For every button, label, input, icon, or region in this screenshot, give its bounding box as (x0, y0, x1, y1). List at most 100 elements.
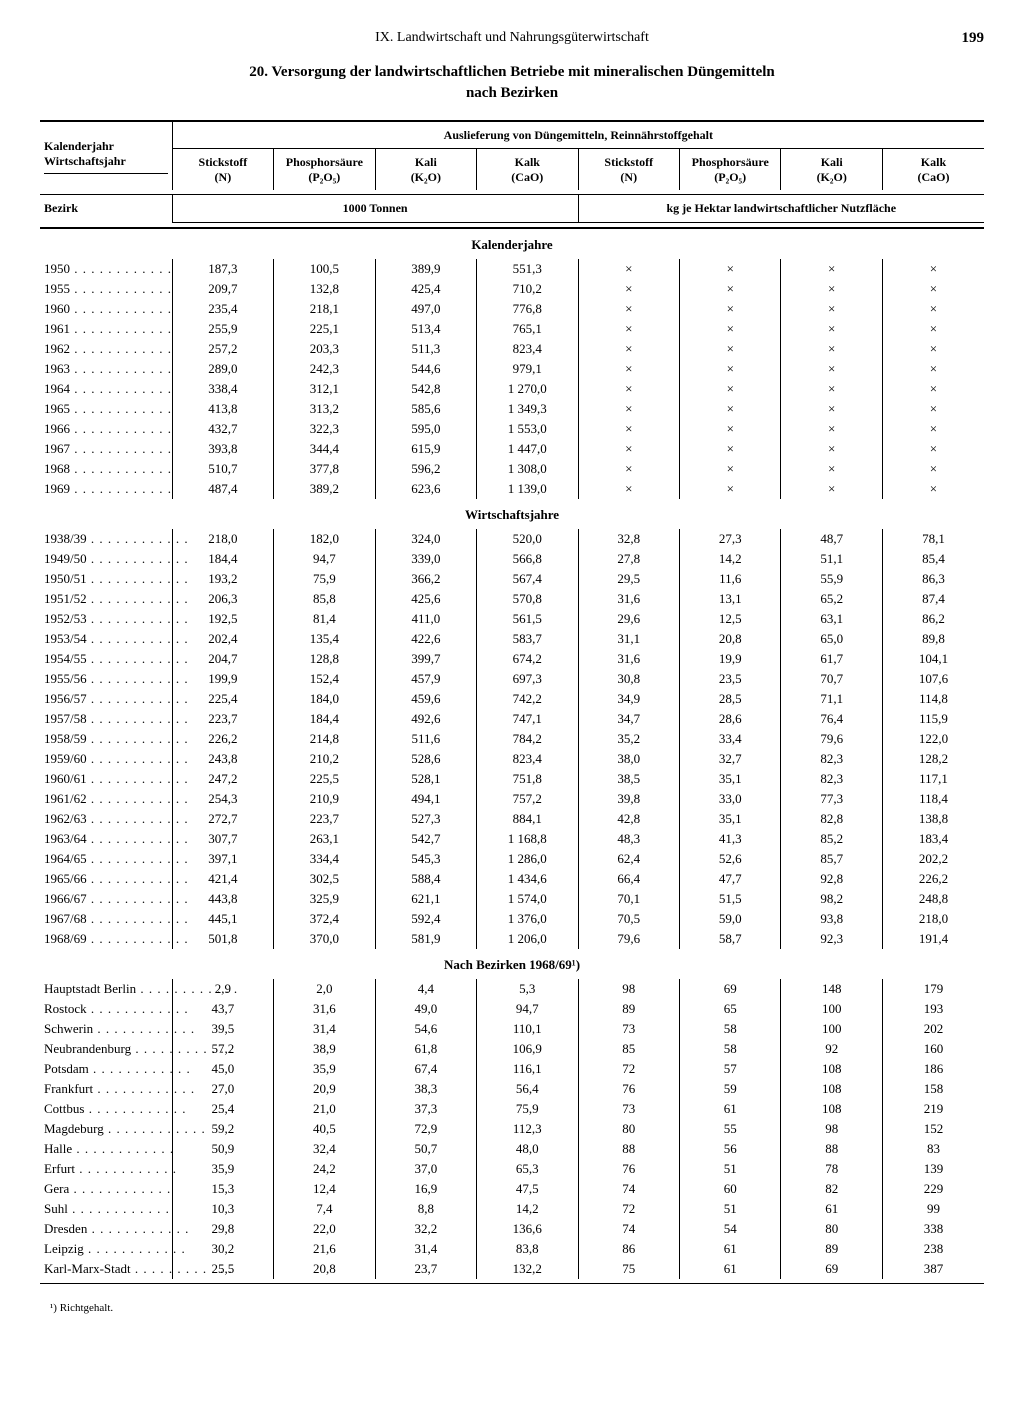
row-label: 1964 (40, 379, 172, 399)
cell: 65,0 (781, 629, 882, 649)
cell: 160 (882, 1039, 984, 1059)
cell: 85,8 (274, 589, 375, 609)
cell: 747,1 (477, 709, 578, 729)
cell: 393,8 (172, 439, 273, 459)
cell: 528,1 (375, 769, 476, 789)
row-label: 1960 (40, 299, 172, 319)
row-label: 1958/59 (40, 729, 172, 749)
table-row: 1964/65397,1334,4545,31 286,062,452,685,… (40, 849, 984, 869)
cell: 67,4 (375, 1059, 476, 1079)
cell: 21,0 (274, 1099, 375, 1119)
cell: × (882, 299, 984, 319)
cell: × (680, 319, 781, 339)
table-row: 1964338,4312,1542,81 270,0×××× (40, 379, 984, 399)
cell: 219 (882, 1099, 984, 1119)
row-label: 1938/39 (40, 529, 172, 549)
row-label: 1956/57 (40, 689, 172, 709)
header-left-2: Wirtschaftsjahr (44, 154, 168, 174)
cell: 193 (882, 999, 984, 1019)
cell: 85,7 (781, 849, 882, 869)
cell: × (781, 399, 882, 419)
cell: 567,4 (477, 569, 578, 589)
cell: 56 (680, 1139, 781, 1159)
row-label: Dresden (40, 1219, 172, 1239)
cell: 136,6 (477, 1219, 578, 1239)
table-row: Potsdam45,035,967,4116,17257108186 (40, 1059, 984, 1079)
cell: 78 (781, 1159, 882, 1179)
cell: 88 (578, 1139, 679, 1159)
table-row: 1967/68445,1372,4592,41 376,070,559,093,… (40, 909, 984, 929)
cell: 592,4 (375, 909, 476, 929)
cell: 100 (781, 1019, 882, 1039)
footnote: ¹) Richtgehalt. (40, 1302, 984, 1314)
row-label: Potsdam (40, 1059, 172, 1079)
cell: 31,4 (375, 1239, 476, 1259)
cell: × (578, 359, 679, 379)
cell: 203,3 (274, 339, 375, 359)
cell: 366,2 (375, 569, 476, 589)
cell: 581,9 (375, 929, 476, 949)
cell: 38,9 (274, 1039, 375, 1059)
cell: 114,8 (882, 689, 984, 709)
row-label: 1952/53 (40, 609, 172, 629)
col-head-4: Kalk(CaO) (477, 149, 578, 190)
table-row: 1956/57225,4184,0459,6742,234,928,571,11… (40, 689, 984, 709)
cell: 497,0 (375, 299, 476, 319)
cell: 765,1 (477, 319, 578, 339)
cell: 487,4 (172, 479, 273, 499)
cell: 31,6 (578, 649, 679, 669)
cell: 92,3 (781, 929, 882, 949)
cell: 528,6 (375, 749, 476, 769)
cell: 75,9 (477, 1099, 578, 1119)
col-head-8: Kalk(CaO) (882, 149, 984, 190)
cell: 209,7 (172, 279, 273, 299)
cell: 38,3 (375, 1079, 476, 1099)
cell: 86 (578, 1239, 679, 1259)
section-heading: Kalenderjahre (40, 228, 984, 259)
cell: 135,4 (274, 629, 375, 649)
cell: 72 (578, 1059, 679, 1079)
cell: 313,2 (274, 399, 375, 419)
header-left-3: Bezirk (40, 195, 172, 222)
cell: 30,8 (578, 669, 679, 689)
cell: × (781, 259, 882, 279)
cell: 520,0 (477, 529, 578, 549)
table-row: 1966432,7322,3595,01 553,0×××× (40, 419, 984, 439)
col-head-6: Phosphorsäure(P₂O₅) (680, 149, 781, 190)
cell: × (882, 359, 984, 379)
row-label: 1969 (40, 479, 172, 499)
cell: × (781, 479, 882, 499)
header-spanning: Auslieferung von Düngemitteln, Reinnährs… (172, 121, 984, 149)
cell: 92,8 (781, 869, 882, 889)
table-row: Suhl10,37,48,814,272516199 (40, 1199, 984, 1219)
cell: 551,3 (477, 259, 578, 279)
cell: 115,9 (882, 709, 984, 729)
table-row: 1962257,2203,3511,3823,4×××× (40, 339, 984, 359)
cell: 72,9 (375, 1119, 476, 1139)
table-row: 1967393,8344,4615,91 447,0×××× (40, 439, 984, 459)
cell: 1 574,0 (477, 889, 578, 909)
cell: 89 (781, 1239, 882, 1259)
cell: 35,2 (578, 729, 679, 749)
row-label: Neubrandenburg (40, 1039, 172, 1059)
cell: 31,6 (274, 999, 375, 1019)
cell: 339,0 (375, 549, 476, 569)
cell: 86,2 (882, 609, 984, 629)
cell: × (781, 299, 882, 319)
cell: 674,2 (477, 649, 578, 669)
cell: 187,3 (172, 259, 273, 279)
cell: × (578, 279, 679, 299)
section-heading: Nach Bezirken 1968/69¹) (40, 949, 984, 979)
row-label: Rostock (40, 999, 172, 1019)
cell: 85,2 (781, 829, 882, 849)
table-row: 1955/56199,9152,4457,9697,330,823,570,71… (40, 669, 984, 689)
cell: 70,7 (781, 669, 882, 689)
cell: 494,1 (375, 789, 476, 809)
table-row: Erfurt35,924,237,065,3765178139 (40, 1159, 984, 1179)
cell: 585,6 (375, 399, 476, 419)
table-title: 20. Versorgung der landwirtschaftlichen … (40, 64, 984, 81)
col-head-1: Stickstoff(N) (172, 149, 273, 190)
cell: 1 270,0 (477, 379, 578, 399)
cell: 100 (781, 999, 882, 1019)
cell: × (882, 439, 984, 459)
